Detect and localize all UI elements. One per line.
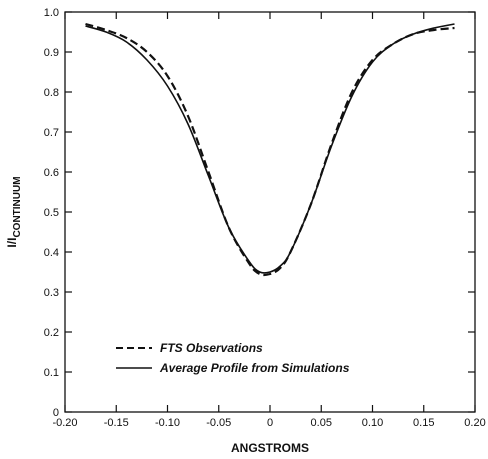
y-axis-title-group: I/ICONTINUUM: [5, 176, 23, 247]
x-axis-title: ANGSTROMS: [231, 441, 309, 455]
y-tick-label: 0.7: [44, 127, 59, 139]
y-tick-label: 0.9: [44, 47, 59, 59]
y-tick-label: 0.8: [44, 87, 59, 99]
x-tick-label: 0.05: [311, 417, 332, 429]
x-tick-label: -0.20: [52, 417, 77, 429]
plot-frame: [64, 11, 476, 413]
y-tick-label: 0: [53, 407, 59, 419]
x-tick-label: -0.15: [104, 417, 129, 429]
series-line-fts-observations: [85, 22, 455, 277]
x-tick-label: 0.20: [464, 417, 485, 429]
y-tick-label: 0.5: [44, 207, 59, 219]
x-tick-label: 0.15: [413, 417, 434, 429]
legend: FTS Observations Average Profile from Si…: [116, 341, 350, 375]
y-axis-ticks: 0 0.1 0.2 0.3 0.4 0.5 0.6 0.7 0.8 0.9 1.0: [44, 7, 475, 419]
x-tick-label: -0.10: [155, 417, 180, 429]
y-axis-title-sub: CONTINUUM: [12, 176, 23, 237]
y-tick-label: 0.3: [44, 287, 59, 299]
y-tick-label: 0.6: [44, 167, 59, 179]
y-axis-title: I/ICONTINUUM: [5, 176, 23, 247]
y-tick-label: 0.1: [44, 367, 59, 379]
x-tick-label: -0.05: [206, 417, 231, 429]
plot-border: [64, 11, 476, 413]
y-tick-label: 1.0: [44, 7, 59, 19]
series-line-average-profile: [85, 23, 455, 274]
legend-label-simulations: Average Profile from Simulations: [159, 361, 350, 375]
x-tick-label: 0.10: [362, 417, 383, 429]
series-layer: [85, 22, 455, 277]
legend-label-fts: FTS Observations: [160, 341, 263, 355]
y-tick-label: 0.2: [44, 327, 59, 339]
y-tick-label: 0.4: [44, 247, 59, 259]
x-tick-label: 0: [267, 417, 273, 429]
x-axis-ticks: -0.20 -0.15 -0.10 -0.05 0 0.05 0.10 0.15 0.20: [52, 12, 486, 429]
y-axis-title-main: I/I: [5, 238, 19, 248]
